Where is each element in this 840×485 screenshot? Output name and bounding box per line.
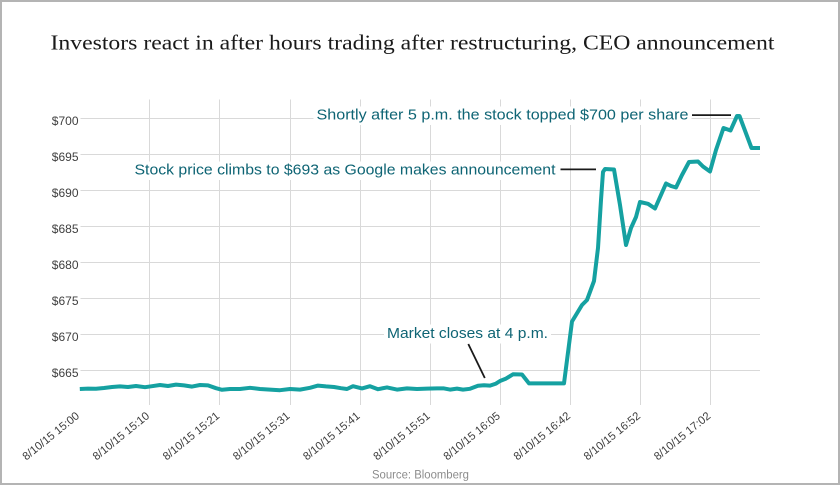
svg-text:$670: $670 (52, 330, 79, 344)
svg-text:Investors react in after hours: Investors react in after hours trading a… (51, 31, 775, 55)
svg-text:Shortly after 5 p.m. the stock: Shortly after 5 p.m. the stock topped $7… (317, 106, 689, 123)
svg-text:Source: Bloomberg: Source: Bloomberg (372, 469, 469, 481)
svg-text:$700: $700 (52, 114, 79, 128)
svg-text:$680: $680 (52, 258, 79, 272)
svg-text:$690: $690 (52, 186, 79, 200)
svg-text:$685: $685 (52, 222, 79, 236)
svg-text:Market closes at 4 p.m.: Market closes at 4 p.m. (387, 325, 548, 342)
svg-text:Stock price climbs to $693 as: Stock price climbs to $693 as Google mak… (135, 161, 557, 178)
svg-text:$675: $675 (52, 294, 79, 308)
svg-text:$695: $695 (52, 150, 79, 164)
svg-text:$665: $665 (52, 366, 79, 380)
